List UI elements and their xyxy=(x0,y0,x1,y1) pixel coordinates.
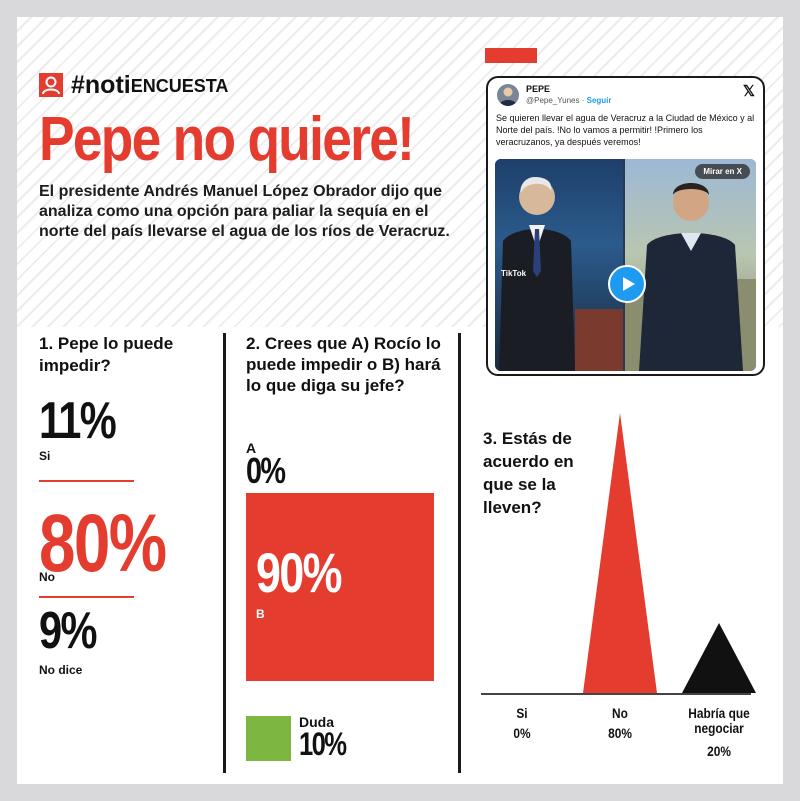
lead-paragraph: El presidente Andrés Manuel López Obrado… xyxy=(39,183,450,240)
tweet-text: Se quieren llevar el agua de Veracruz a … xyxy=(496,113,755,147)
q2-value-duda: 10% xyxy=(299,726,347,762)
q2-value-a: 0% xyxy=(246,450,286,491)
q1-text: 1. Pepe lo puede impedir? xyxy=(39,334,174,375)
column-divider xyxy=(458,333,461,773)
q3-label-0: Si xyxy=(516,705,528,721)
q3-chart xyxy=(583,413,756,693)
q2-label-a: A xyxy=(246,440,257,456)
tiktok-watermark: TikTok xyxy=(501,269,527,278)
tweet-embed[interactable]: PEPE @Pepe_Yunes · Seguir 𝕏 Se quieren l… xyxy=(486,76,765,376)
q2-text: 2. Crees que A) Rocío lo puede impedir o… xyxy=(246,334,441,395)
q2-label-b: B xyxy=(256,607,265,621)
column-divider xyxy=(223,333,226,773)
q2-question: 2. Crees que A) Rocío lo puede impedir o… xyxy=(246,333,446,396)
tweet-author-name[interactable]: PEPE xyxy=(526,84,551,94)
q1-label-0: Si xyxy=(39,449,51,463)
q3-triangle-1 xyxy=(583,413,657,693)
tweet-handle-text: @Pepe_Yunes · xyxy=(526,96,587,105)
q3-value-2: 20% xyxy=(707,743,731,759)
q1-separator xyxy=(39,596,134,598)
brand-name: ENCUESTA xyxy=(130,76,229,96)
q1-value-0: 11% xyxy=(39,392,117,450)
q2-bar-duda xyxy=(246,716,291,761)
q1-value-1: 80% xyxy=(39,498,167,589)
brand: #noti ENCUESTA xyxy=(39,71,228,99)
q1-label-1: No xyxy=(39,570,55,584)
watch-on-x-button[interactable]: Mirar en X xyxy=(695,164,750,179)
page-title: Pepe no quiere! xyxy=(39,105,415,174)
q2-value-b: 90% xyxy=(256,541,342,604)
brand-hash: #noti xyxy=(71,70,131,99)
video-frame-left xyxy=(495,159,623,371)
q2-label-duda: Duda xyxy=(299,714,334,730)
q3-value-0: 0% xyxy=(513,725,531,741)
x-axis-line xyxy=(481,693,751,695)
q3-value-1: 80% xyxy=(608,725,632,741)
q3-question: 3. Estás de acuerdo en que se la lleven? xyxy=(483,427,603,519)
play-icon[interactable] xyxy=(608,265,646,303)
tweet-handle: @Pepe_Yunes · Seguir xyxy=(526,96,612,105)
tweet-video[interactable]: Mirar en X TikTok xyxy=(495,159,756,371)
video-frame-right xyxy=(625,159,756,371)
q3-triangle-2 xyxy=(682,623,756,693)
q3-label-1: No xyxy=(612,705,628,721)
user-icon xyxy=(39,73,63,97)
q1-separator xyxy=(39,480,134,482)
avatar[interactable] xyxy=(497,84,519,106)
x-logo-icon[interactable]: 𝕏 xyxy=(742,83,755,100)
q3-text: 3. Estás de acuerdo en que se la lleven? xyxy=(483,429,574,517)
q1-value-2: 9% xyxy=(39,602,98,660)
q3-label-2: Habría que negociar xyxy=(688,705,750,736)
follow-link[interactable]: Seguir xyxy=(586,96,612,105)
infographic-card: #noti ENCUESTA Pepe no quiere! El presid… xyxy=(17,17,783,784)
q1-label-2: No dice xyxy=(39,663,83,677)
q2-bar-b xyxy=(246,493,434,681)
q1-question: 1. Pepe lo puede impedir? xyxy=(39,333,239,377)
accent-bar xyxy=(485,48,537,63)
